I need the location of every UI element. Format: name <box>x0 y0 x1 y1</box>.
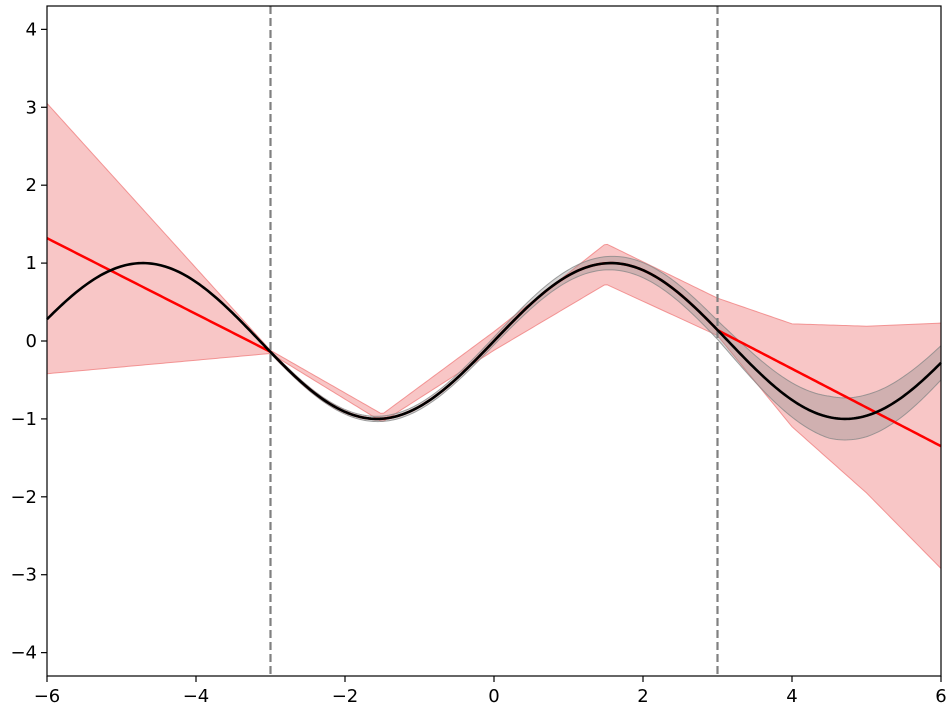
series-lines <box>46 237 942 448</box>
y-tick-label: 4 <box>26 19 37 40</box>
y-tick-label: 3 <box>26 97 37 118</box>
vertical-reference-lines <box>269 6 719 676</box>
y-axis-ticks: −4 −3 −2 −1 0 1 2 3 4 <box>10 19 47 664</box>
y-tick-label: 0 <box>26 331 37 352</box>
x-tick-label: 0 <box>488 686 499 707</box>
y-tick-label: −4 <box>10 643 37 664</box>
x-tick-label: 2 <box>637 686 648 707</box>
x-tick-label: 6 <box>935 686 946 707</box>
x-tick-label: −4 <box>183 686 210 707</box>
y-tick-label: −3 <box>10 565 37 586</box>
y-tick-label: −2 <box>10 487 37 508</box>
y-tick-label: 2 <box>26 175 37 196</box>
x-tick-label: −6 <box>34 686 61 707</box>
y-tick-label: 1 <box>26 253 37 274</box>
x-axis-ticks: −6 −4 −2 0 2 4 6 <box>34 676 947 707</box>
black-series-line <box>46 261 942 421</box>
x-tick-label: −2 <box>332 686 359 707</box>
x-tick-label: 4 <box>786 686 797 707</box>
y-tick-label: −1 <box>10 409 37 430</box>
